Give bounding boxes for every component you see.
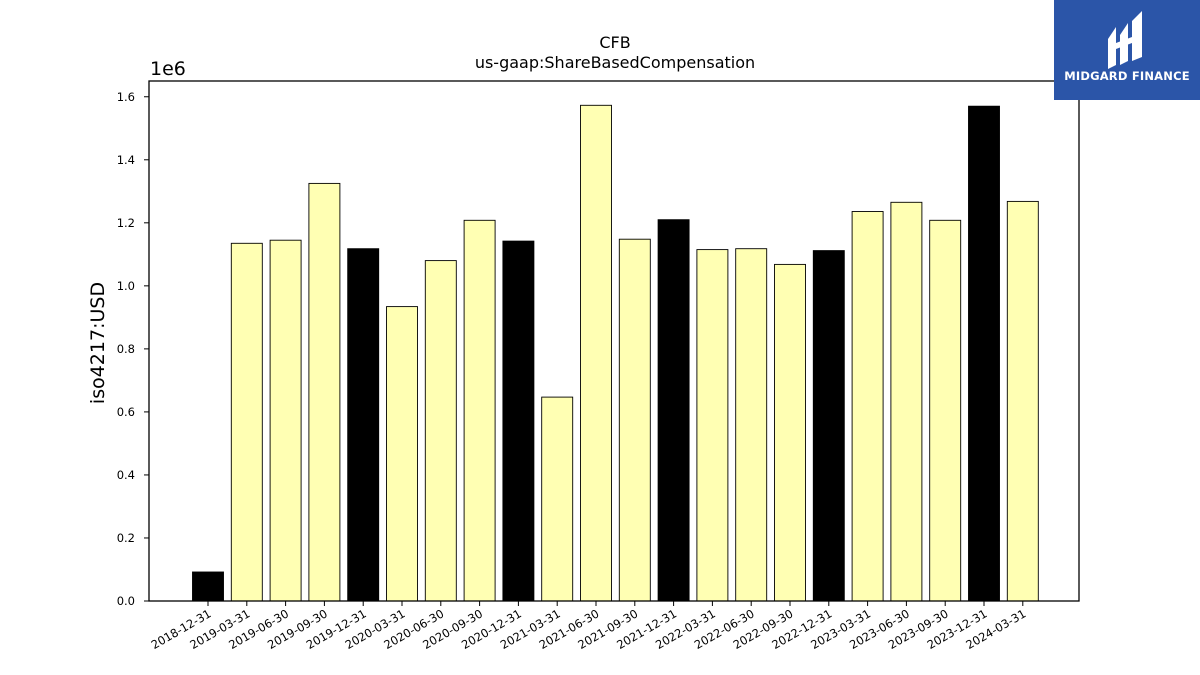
y-tick-label: 0.0 [117, 594, 135, 608]
bar-2023-03-31 [851, 211, 884, 602]
y-tick-label: 0.6 [117, 405, 135, 419]
y-tick-label: 0.8 [117, 342, 135, 356]
bar-2020-06-30 [424, 260, 457, 602]
bar-2021-03-31 [541, 396, 574, 602]
bar-2021-06-30 [580, 104, 612, 602]
midgard-logo-icon [1108, 11, 1142, 69]
bar-2019-03-31 [230, 242, 263, 602]
y-tick-label: 1.0 [117, 279, 135, 293]
chart-subtitle: us-gaap:ShareBasedCompensation [475, 53, 755, 72]
y-tick-label: 1.2 [117, 216, 135, 230]
y-ticks-group: 0.0 0.2 0.4 0.6 0.8 1.0 1.2 1.4 1.6 [117, 90, 149, 608]
y-tick-label: 1.4 [117, 153, 135, 167]
chart-title: CFB [599, 33, 630, 52]
bar-2021-09-30 [618, 238, 651, 602]
x-ticks-group: 2018-12-312019-03-312019-06-302019-09-30… [149, 601, 1028, 652]
logo-text: MIDGARD FINANCE [1064, 69, 1190, 83]
bar-2022-03-31 [696, 249, 729, 602]
bar-2022-09-30 [774, 263, 806, 602]
midgard-finance-logo: MIDGARD FINANCE [1054, 0, 1200, 100]
bar-2022-12-31 [812, 250, 845, 602]
y-tick-label: 1.6 [117, 90, 135, 104]
plot-frame [148, 80, 1080, 602]
bars-group [192, 104, 1039, 602]
bar-2018-12-31 [192, 571, 224, 602]
bar-2019-06-30 [269, 239, 302, 602]
y-axis-label: iso4217:USD [87, 282, 109, 404]
y-tick-label: 0.4 [117, 468, 135, 482]
bar-2023-09-30 [929, 219, 962, 602]
bar-2019-12-31 [347, 248, 380, 602]
bar-2023-06-30 [890, 201, 923, 602]
bar-2020-09-30 [463, 219, 496, 602]
bar-2022-06-30 [735, 248, 768, 602]
y-tick-label: 0.2 [117, 531, 135, 545]
bar-2019-09-30 [308, 182, 341, 602]
bar-2020-03-31 [386, 306, 418, 602]
bar-2023-12-31 [968, 105, 1000, 602]
bar-2024-03-31 [1006, 200, 1039, 602]
bar-2020-12-31 [502, 240, 535, 602]
y-offset-label: 1e6 [150, 58, 186, 80]
bar-2021-12-31 [657, 219, 690, 602]
